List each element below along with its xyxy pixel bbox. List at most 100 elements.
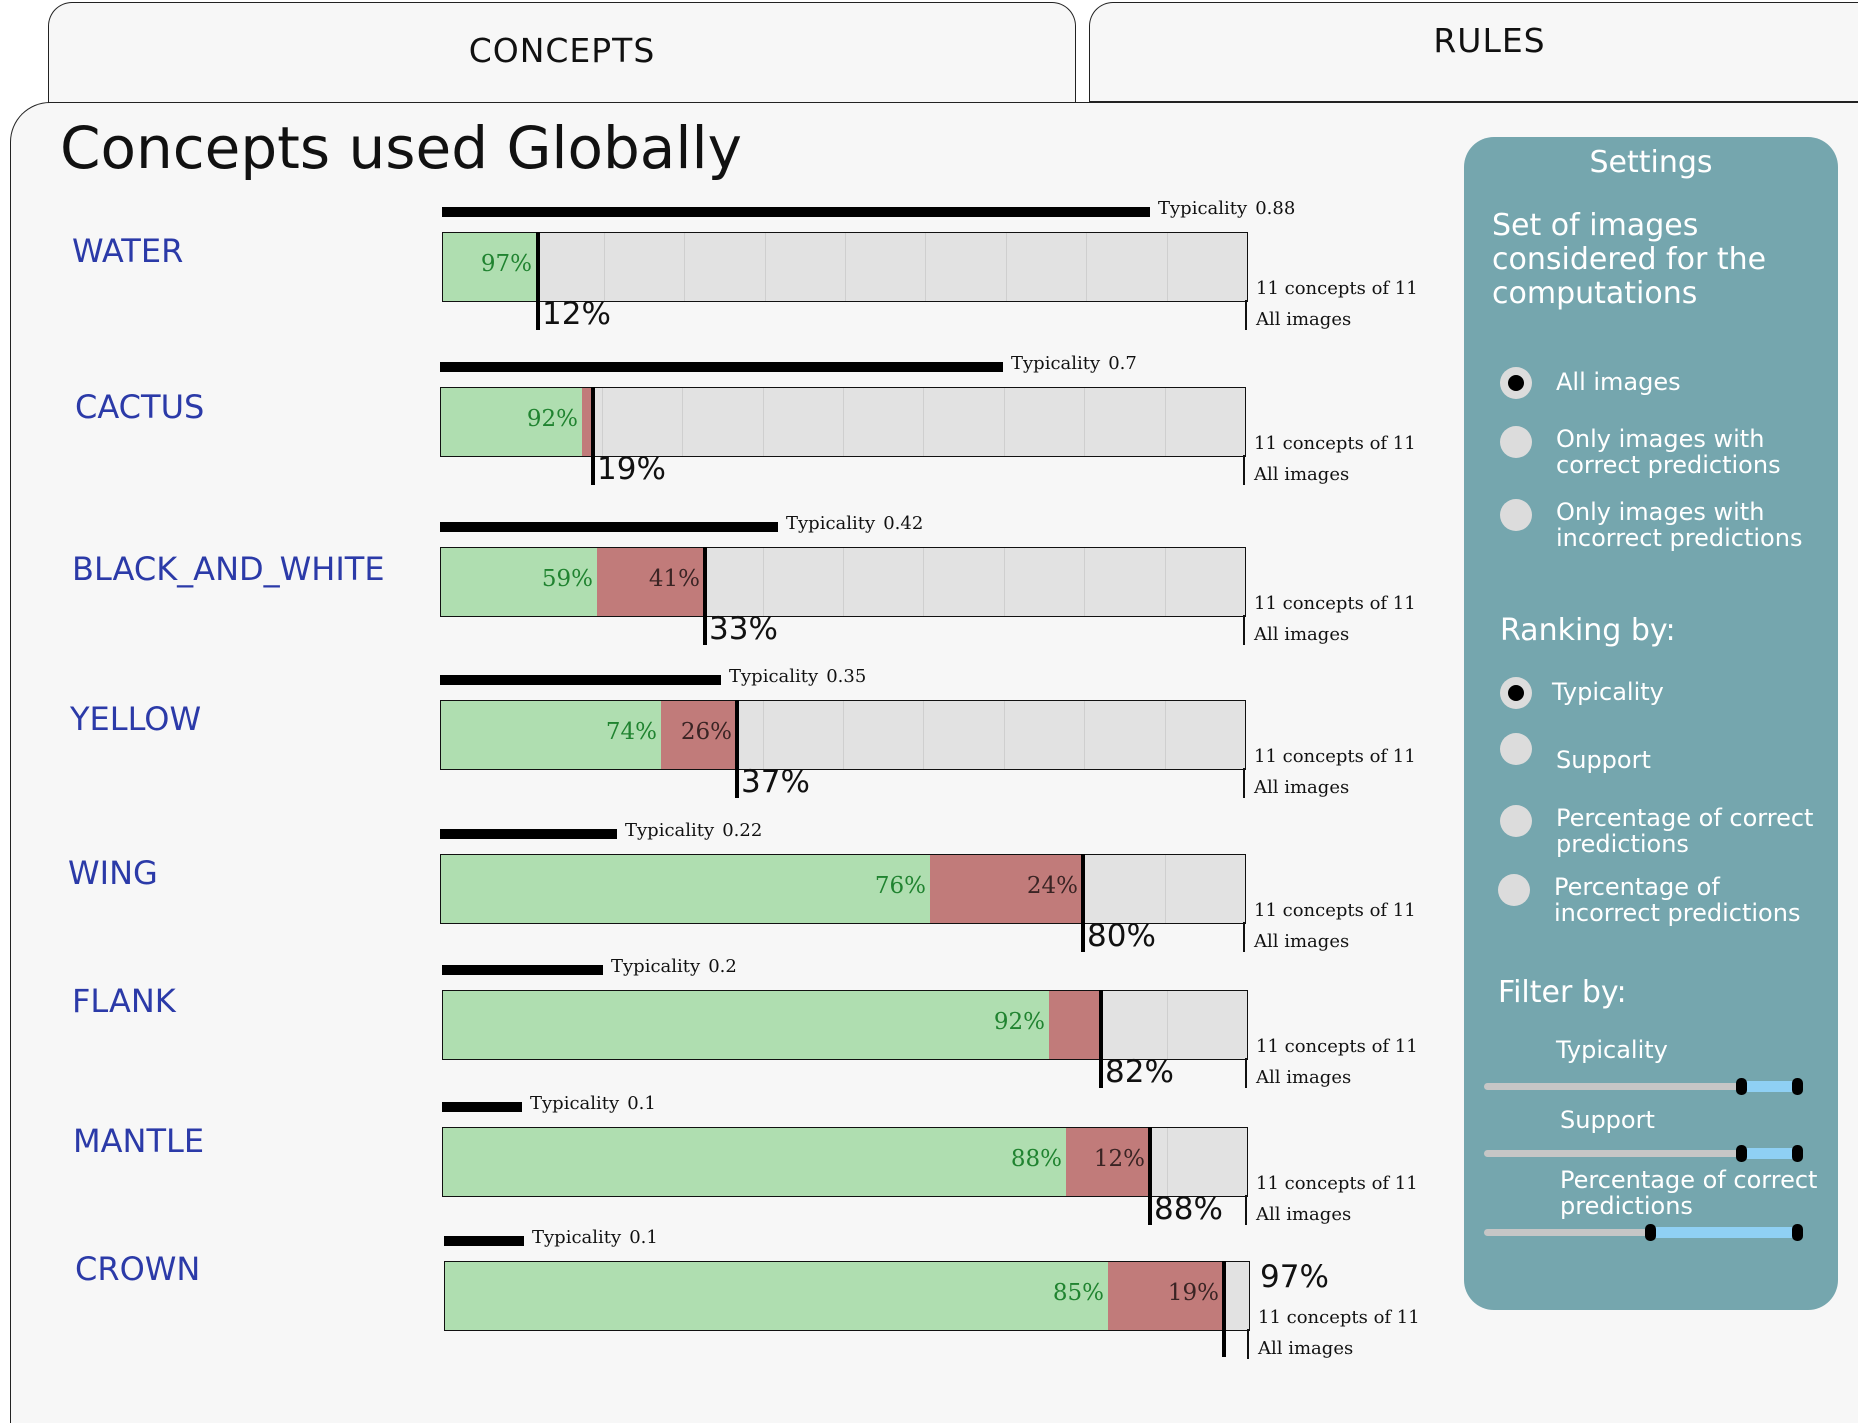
correct-percentage: 76% xyxy=(874,873,926,899)
settings-panel: Settings Set of images considered for th… xyxy=(1464,137,1838,1310)
typicality-bar xyxy=(440,362,1003,372)
side-divider xyxy=(1245,300,1247,330)
concept-name[interactable]: FLANK xyxy=(72,982,176,1020)
slider-min-handle[interactable] xyxy=(1736,1078,1747,1095)
support-label: 97% xyxy=(1260,1259,1329,1295)
radio-rank-incorrect-label[interactable]: Percentage of incorrect predictions xyxy=(1554,873,1801,927)
image-set-text: All images xyxy=(1254,624,1350,645)
typicality-label: Typicality 0.42 xyxy=(786,513,923,534)
grid-line xyxy=(923,701,924,769)
radio-rank-typicality[interactable] xyxy=(1500,677,1532,709)
slider-track[interactable] xyxy=(1484,1229,1798,1236)
support-marker xyxy=(1081,854,1085,952)
side-divider xyxy=(1243,615,1245,645)
grid-line xyxy=(923,548,924,616)
radio-correct-images-label[interactable]: Only images with correct predictions xyxy=(1556,425,1781,479)
prediction-bar[interactable]: 97% xyxy=(442,232,1248,302)
prediction-bar[interactable]: 88% 12% xyxy=(442,1127,1248,1197)
grid-line xyxy=(1004,388,1005,456)
support-marker xyxy=(536,232,540,330)
correct-segment xyxy=(441,701,661,769)
grid-line xyxy=(1167,1128,1168,1196)
slider-min-handle[interactable] xyxy=(1736,1145,1747,1162)
prediction-bar[interactable]: 74% 26% xyxy=(440,700,1246,770)
radio-correct-images[interactable] xyxy=(1500,426,1532,458)
slider-max-handle[interactable] xyxy=(1792,1224,1803,1241)
radio-all-images[interactable] xyxy=(1500,367,1532,399)
radio-all-images-label[interactable]: All images xyxy=(1556,368,1681,396)
concept-count: 11 concepts of 11 xyxy=(1254,593,1416,614)
side-divider xyxy=(1245,1058,1247,1088)
radio-rank-support-label[interactable]: Support xyxy=(1556,746,1651,774)
grid-line xyxy=(1165,701,1166,769)
radio-rank-incorrect[interactable] xyxy=(1498,874,1530,906)
typicality-bar xyxy=(440,522,778,532)
typicality-value: 0.22 xyxy=(722,820,763,841)
radio-incorrect-images[interactable] xyxy=(1500,499,1532,531)
slider-max-handle[interactable] xyxy=(1792,1145,1803,1162)
grid-line xyxy=(763,548,764,616)
support-marker xyxy=(1148,1127,1152,1225)
concept-name[interactable]: WATER xyxy=(72,232,184,270)
concept-name[interactable]: YELLOW xyxy=(70,700,202,738)
incorrect-percentage: 24% xyxy=(1026,873,1078,899)
incorrect-segment xyxy=(597,548,706,616)
grid-line xyxy=(604,233,605,301)
side-divider xyxy=(1245,1195,1247,1225)
support-label: 33% xyxy=(709,611,778,647)
prediction-bar[interactable]: 76% 24% xyxy=(440,854,1246,924)
filter-heading: Filter by: xyxy=(1498,975,1627,1010)
typicality-label: Typicality 0.1 xyxy=(532,1227,658,1248)
concept-name[interactable]: BLACK_AND_WHITE xyxy=(72,550,385,588)
radio-incorrect-images-label[interactable]: Only images with incorrect predictions xyxy=(1556,498,1803,552)
correct-percentage: 88% xyxy=(1010,1146,1062,1172)
radio-rank-correct-label[interactable]: Percentage of correct predictions xyxy=(1556,804,1814,858)
slider-track[interactable] xyxy=(1484,1150,1798,1157)
grid-line xyxy=(1167,233,1168,301)
slider-track[interactable] xyxy=(1484,1083,1798,1090)
typicality-label: Typicality 0.1 xyxy=(530,1093,656,1114)
prediction-bar[interactable]: 92% xyxy=(442,990,1248,1060)
grid-line xyxy=(1086,233,1087,301)
grid-line xyxy=(1006,233,1007,301)
support-marker xyxy=(1222,1261,1226,1357)
support-marker xyxy=(703,547,707,645)
side-divider xyxy=(1247,1329,1249,1359)
slider-max-handle[interactable] xyxy=(1792,1078,1803,1095)
settings-title: Settings xyxy=(1589,145,1713,180)
grid-line xyxy=(1004,701,1005,769)
support-marker xyxy=(735,700,739,798)
concept-name[interactable]: WING xyxy=(68,854,158,892)
grid-line xyxy=(763,388,764,456)
grid-line xyxy=(1165,388,1166,456)
correct-percentage: 97% xyxy=(480,251,532,277)
radio-rank-correct[interactable] xyxy=(1500,805,1532,837)
filter-correct-label: Percentage of correct predictions xyxy=(1560,1166,1818,1220)
prediction-bar[interactable]: 59% 41% xyxy=(440,547,1246,617)
grid-line xyxy=(925,233,926,301)
radio-rank-typicality-label[interactable]: Typicality xyxy=(1552,678,1664,706)
radio-rank-support[interactable] xyxy=(1500,733,1532,765)
typicality-word: Typicality xyxy=(625,820,715,841)
correct-segment xyxy=(443,233,536,301)
prediction-bar[interactable]: 92% xyxy=(440,387,1246,457)
typicality-label: Typicality 0.22 xyxy=(625,820,762,841)
support-marker xyxy=(1099,990,1103,1088)
tab-concepts[interactable]: CONCEPTS xyxy=(48,2,1076,104)
concept-name[interactable]: CACTUS xyxy=(75,388,205,426)
slider-range xyxy=(1741,1081,1798,1092)
typicality-word: Typicality xyxy=(1158,198,1248,219)
grid-line xyxy=(1167,991,1168,1059)
ranking-heading: Ranking by: xyxy=(1500,613,1676,648)
slider-min-handle[interactable] xyxy=(1645,1224,1656,1241)
slider-range xyxy=(1741,1148,1798,1159)
concept-name[interactable]: MANTLE xyxy=(73,1122,205,1160)
grid-line xyxy=(682,388,683,456)
prediction-bar[interactable]: 85% 19% xyxy=(444,1261,1250,1331)
concept-count: 11 concepts of 11 xyxy=(1258,1307,1420,1328)
filter-typicality-label: Typicality xyxy=(1556,1036,1668,1064)
grid-line xyxy=(1004,548,1005,616)
typicality-bar xyxy=(442,207,1150,217)
concept-name[interactable]: CROWN xyxy=(75,1250,201,1288)
tab-rules[interactable]: RULES xyxy=(1089,2,1858,102)
